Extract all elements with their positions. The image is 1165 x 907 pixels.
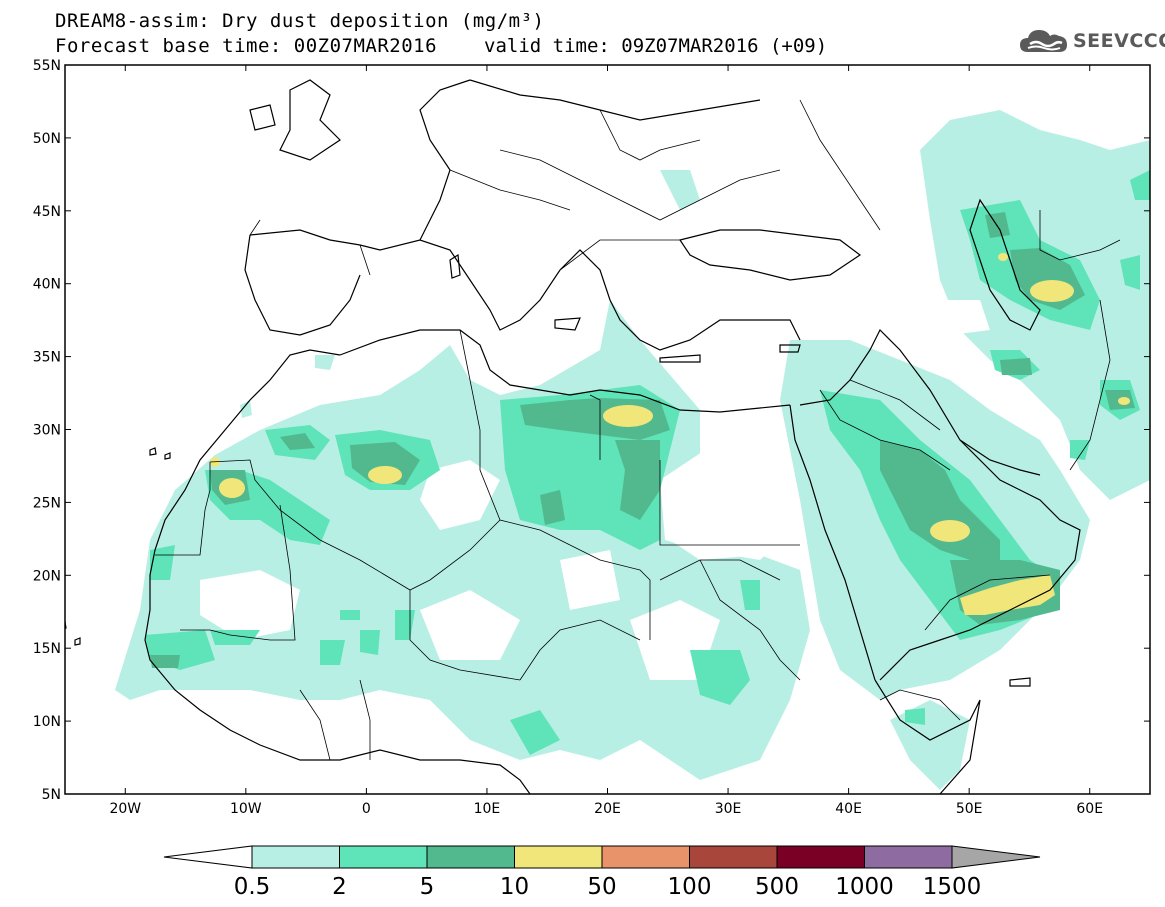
lat-tick-label: 55N <box>33 58 61 74</box>
longitude-axis: 20W 10W 0 10E 20E 30E 40E 50E 60E <box>109 65 1103 817</box>
colorbar-level-label: 0.5 <box>234 874 271 900</box>
colorbar-box <box>776 845 865 869</box>
colorbar-level-label: 50 <box>587 874 616 900</box>
clear-areas <box>200 300 990 680</box>
lon-tick-label: 40E <box>835 801 862 817</box>
colorbar-level-label: 10 <box>500 874 529 900</box>
map-title: DREAM8-assim: Dry dust deposition (mg/m³… <box>55 10 545 32</box>
forecast-base-time: Forecast base time: 00Z07MAR2016 <box>55 35 438 57</box>
lat-tick-label: 10N <box>33 714 61 730</box>
colorbar-level-label: 500 <box>755 874 799 900</box>
lon-tick-label: 10W <box>230 801 262 817</box>
cloud-logo-icon <box>1020 30 1067 52</box>
colorbar-box <box>251 845 340 869</box>
lon-tick-label: 20W <box>109 801 141 817</box>
colorbar-box <box>339 845 428 869</box>
lon-tick-label: 10E <box>474 801 501 817</box>
colorbar-level-label: 5 <box>420 874 435 900</box>
colorbar-box <box>689 845 778 869</box>
lat-tick-label: 25N <box>33 495 61 511</box>
lat-tick-label: 5N <box>42 787 61 803</box>
lat-tick-label: 45N <box>33 204 61 220</box>
colorbar-box <box>864 845 953 869</box>
logo-text: SEEVCCC <box>1073 30 1165 52</box>
colorbar-level-label: 1500 <box>923 874 982 900</box>
colorbar-under-triangle <box>163 845 253 869</box>
lat-tick-label: 15N <box>33 641 61 657</box>
lon-tick-label: 60E <box>1076 801 1103 817</box>
valid-time: valid time: 09Z07MAR2016 (+09) <box>484 35 828 57</box>
colorbar-box <box>601 845 690 869</box>
seevccc-logo: SEEVCCC <box>1018 26 1165 58</box>
lat-tick-label: 20N <box>33 568 61 584</box>
lon-tick-label: 30E <box>715 801 742 817</box>
lat-tick-label: 50N <box>33 131 61 147</box>
colorbar-box <box>426 845 515 869</box>
lon-tick-label: 20E <box>594 801 621 817</box>
colorbar-box <box>514 845 603 869</box>
lat-tick-label: 40N <box>33 277 61 293</box>
lon-tick-label: 0 <box>362 801 371 817</box>
colorbar-level-label: 1000 <box>835 874 894 900</box>
lat-tick-label: 35N <box>33 350 61 366</box>
lon-tick-label: 50E <box>956 801 983 817</box>
colorbar-over-triangle <box>951 845 1041 869</box>
latitude-axis: 55N 50N 45N 40N 35N 30N 25N 20N 15N 10N 5N <box>33 58 1150 803</box>
lat-tick-label: 30N <box>33 423 61 439</box>
coastlines <box>65 79 1081 794</box>
country-borders <box>155 99 1121 761</box>
colorbar-level-label: 100 <box>668 874 712 900</box>
dust-deposition-map: 55N 50N 45N 40N 35N 30N 25N 20N 15N 10N 5N 20W 10W 0… <box>33 58 1151 817</box>
contour-10-50 <box>210 253 1130 615</box>
colorbar-level-label: 2 <box>332 874 347 900</box>
